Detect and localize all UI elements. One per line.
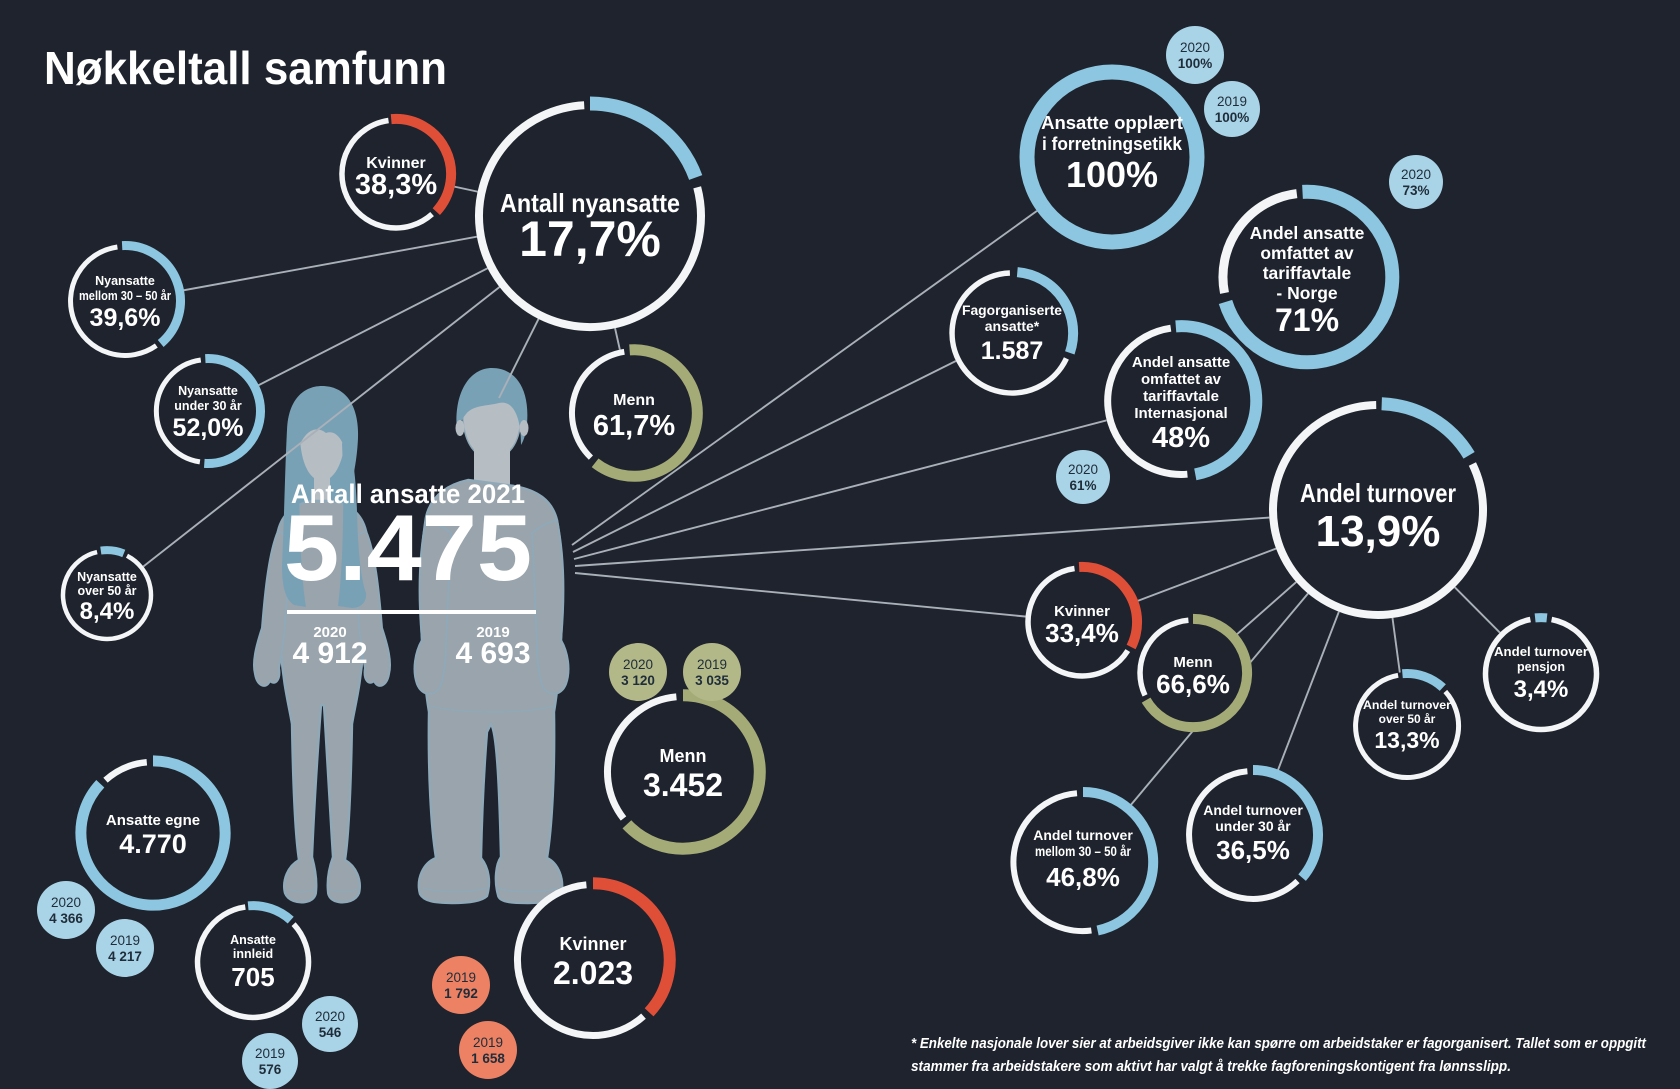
svg-text:1 658: 1 658 xyxy=(471,1051,505,1066)
svg-text:39,6%: 39,6% xyxy=(90,304,161,332)
svg-text:2019: 2019 xyxy=(446,970,476,985)
svg-text:1 792: 1 792 xyxy=(444,986,478,1001)
svg-text:Kvinner: Kvinner xyxy=(559,934,626,954)
svg-text:* Enkelte nasjonale lover sier: * Enkelte nasjonale lover sier at arbeid… xyxy=(911,1035,1647,1052)
svg-text:Nyansatte: Nyansatte xyxy=(178,384,238,398)
svg-text:13,3%: 13,3% xyxy=(1374,727,1439,753)
svg-text:2019: 2019 xyxy=(473,1035,503,1050)
svg-text:4 366: 4 366 xyxy=(49,911,83,926)
svg-text:innleid: innleid xyxy=(233,947,273,961)
svg-text:33,4%: 33,4% xyxy=(1045,618,1119,648)
svg-text:Nøkkeltall samfunn: Nøkkeltall samfunn xyxy=(44,42,447,94)
svg-text:Ansatte opplært: Ansatte opplært xyxy=(1041,112,1183,133)
svg-text:2020: 2020 xyxy=(315,1009,345,1024)
svg-text:Ansatte: Ansatte xyxy=(230,933,276,947)
svg-text:Andel ansatte: Andel ansatte xyxy=(1250,223,1365,243)
svg-text:omfattet av: omfattet av xyxy=(1141,371,1222,388)
svg-text:- Norge: - Norge xyxy=(1276,283,1338,303)
svg-text:2020: 2020 xyxy=(623,657,653,672)
svg-text:tariffavtale: tariffavtale xyxy=(1263,263,1352,283)
svg-text:52,0%: 52,0% xyxy=(173,414,244,442)
svg-text:4.770: 4.770 xyxy=(119,829,187,859)
svg-text:71%: 71% xyxy=(1275,302,1339,338)
svg-text:3,4%: 3,4% xyxy=(1514,676,1569,703)
svg-text:576: 576 xyxy=(259,1062,282,1077)
svg-text:4 912: 4 912 xyxy=(292,637,367,670)
svg-text:13,9%: 13,9% xyxy=(1316,507,1441,556)
svg-text:546: 546 xyxy=(319,1025,342,1040)
svg-text:over 50 år: over 50 år xyxy=(1379,712,1436,726)
svg-text:2020: 2020 xyxy=(1401,167,1431,182)
svg-text:38,3%: 38,3% xyxy=(355,169,437,201)
svg-text:Ansatte egne: Ansatte egne xyxy=(106,812,200,829)
svg-text:2020: 2020 xyxy=(313,624,346,641)
svg-text:Internasjonal: Internasjonal xyxy=(1134,405,1227,422)
svg-text:2020: 2020 xyxy=(51,895,81,910)
svg-text:2019: 2019 xyxy=(1217,94,1247,109)
svg-text:i forretningsetikk: i forretningsetikk xyxy=(1042,133,1183,154)
svg-text:8,4%: 8,4% xyxy=(80,598,135,625)
svg-text:2019: 2019 xyxy=(697,657,727,672)
svg-text:under 30 år: under 30 år xyxy=(1215,818,1291,834)
svg-text:Menn: Menn xyxy=(1173,654,1212,671)
svg-text:3 035: 3 035 xyxy=(695,673,729,688)
svg-text:Andel ansatte: Andel ansatte xyxy=(1132,354,1230,371)
svg-text:2019: 2019 xyxy=(476,624,509,641)
svg-text:Fagorganiserte: Fagorganiserte xyxy=(962,302,1062,318)
svg-text:66,6%: 66,6% xyxy=(1156,669,1230,699)
svg-text:48%: 48% xyxy=(1152,422,1210,454)
svg-text:Andel turnover: Andel turnover xyxy=(1494,645,1588,659)
svg-text:Antall ansatte 2021: Antall ansatte 2021 xyxy=(291,479,525,509)
svg-text:Andel turnover: Andel turnover xyxy=(1363,698,1451,712)
svg-text:pensjon: pensjon xyxy=(1517,660,1565,674)
svg-text:73%: 73% xyxy=(1402,183,1429,198)
svg-text:2020: 2020 xyxy=(1068,462,1098,477)
svg-text:5.475: 5.475 xyxy=(284,495,532,600)
svg-text:Andel turnover: Andel turnover xyxy=(1203,802,1303,818)
svg-text:Nyansatte: Nyansatte xyxy=(95,274,155,288)
svg-text:61%: 61% xyxy=(1069,478,1096,493)
svg-text:2019: 2019 xyxy=(255,1046,285,1061)
svg-text:2019: 2019 xyxy=(110,933,140,948)
svg-text:Nyansatte: Nyansatte xyxy=(77,570,137,584)
svg-text:17,7%: 17,7% xyxy=(519,211,661,267)
svg-text:2.023: 2.023 xyxy=(553,955,633,991)
svg-text:100%: 100% xyxy=(1215,110,1250,125)
svg-text:4 693: 4 693 xyxy=(455,637,530,670)
svg-text:Kvinner: Kvinner xyxy=(366,155,426,172)
svg-text:over 50 år: over 50 år xyxy=(77,584,136,598)
svg-text:61,7%: 61,7% xyxy=(593,410,675,442)
svg-text:Kvinner: Kvinner xyxy=(1054,603,1110,620)
svg-text:Menn: Menn xyxy=(613,392,655,409)
svg-text:Menn: Menn xyxy=(660,746,707,766)
svg-text:705: 705 xyxy=(231,962,274,992)
svg-text:100%: 100% xyxy=(1178,56,1213,71)
svg-text:omfattet av: omfattet av xyxy=(1260,243,1354,263)
svg-text:36,5%: 36,5% xyxy=(1216,835,1290,865)
svg-text:1.587: 1.587 xyxy=(981,337,1044,365)
svg-text:100%: 100% xyxy=(1066,154,1158,195)
svg-text:mellom 30 – 50 år: mellom 30 – 50 år xyxy=(1035,843,1131,859)
svg-text:stammer fra arbeidstakere som: stammer fra arbeidstakere som aktivt har… xyxy=(911,1058,1511,1075)
svg-text:ansatte*: ansatte* xyxy=(985,318,1040,334)
svg-text:3.452: 3.452 xyxy=(643,767,723,803)
svg-text:mellom 30 – 50 år: mellom 30 – 50 år xyxy=(79,289,171,303)
svg-text:46,8%: 46,8% xyxy=(1046,862,1120,892)
svg-text:Andel turnover: Andel turnover xyxy=(1300,478,1456,508)
svg-text:Antall nyansatte: Antall nyansatte xyxy=(500,188,680,218)
svg-text:4 217: 4 217 xyxy=(108,949,142,964)
svg-text:Andel turnover: Andel turnover xyxy=(1033,827,1133,843)
svg-text:3 120: 3 120 xyxy=(621,673,655,688)
svg-text:under 30 år: under 30 år xyxy=(174,399,242,413)
svg-text:tariffavtale: tariffavtale xyxy=(1143,388,1219,405)
svg-text:2020: 2020 xyxy=(1180,40,1210,55)
